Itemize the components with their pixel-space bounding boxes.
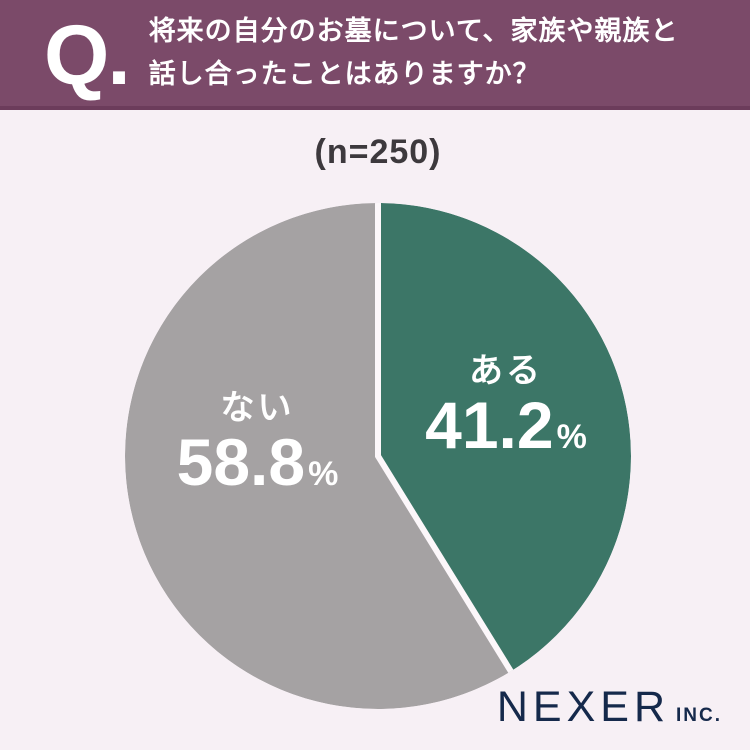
sample-size-label: (n=250) <box>314 133 442 171</box>
question-text: 将来の自分のお墓について、家族や親族と 話し合ったことはありますか？ <box>149 10 679 96</box>
brand-suffix: INC. <box>676 705 722 726</box>
question-line-2: 話し合ったことはありますか？ <box>148 59 541 89</box>
slice-yes-value: 41.2% <box>425 388 587 462</box>
question-line-1: 将来の自分のお墓について、家族や親族と <box>148 16 679 46</box>
slice-no-value: 58.8% <box>176 425 339 499</box>
slice-yes-name: ある <box>469 352 543 390</box>
slice-label-yes: ある 41.2% <box>416 350 596 477</box>
slice-label-no: ない 58.8% <box>165 387 350 514</box>
percent-sign: % <box>308 455 339 493</box>
question-header: Q. 将来の自分のお墓について、家族や親族と 話し合ったことはありますか？ <box>0 0 750 110</box>
percent-sign: % <box>556 418 587 456</box>
pie-chart-svg <box>125 203 631 709</box>
brand-name: NEXER <box>496 683 670 731</box>
slice-no-name: ない <box>220 389 295 427</box>
q-mark: Q. <box>44 8 131 102</box>
pie-chart: ある 41.2% ない 58.8% <box>124 202 632 710</box>
brand-logo: NEXER INC. <box>497 683 722 732</box>
